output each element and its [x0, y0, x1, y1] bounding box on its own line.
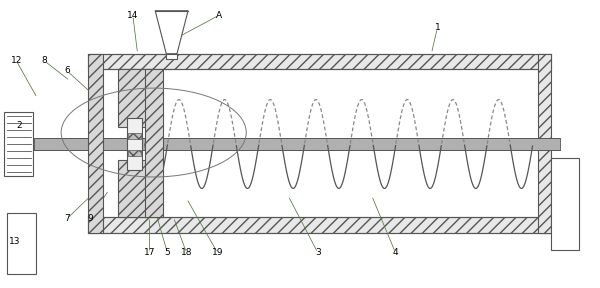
- Text: 4: 4: [393, 249, 398, 257]
- Bar: [88, 54, 551, 69]
- Bar: [88, 54, 103, 233]
- Text: 18: 18: [181, 249, 192, 257]
- Bar: [145, 69, 163, 217]
- Bar: [127, 118, 142, 170]
- Text: A: A: [217, 11, 223, 20]
- Bar: [551, 158, 580, 250]
- Text: 3: 3: [315, 249, 321, 257]
- Bar: [7, 213, 36, 274]
- Polygon shape: [155, 11, 188, 54]
- Text: 1: 1: [434, 23, 440, 33]
- Text: 14: 14: [127, 11, 139, 20]
- Text: 2: 2: [17, 121, 22, 130]
- Text: 8: 8: [41, 56, 47, 65]
- Text: 6: 6: [64, 67, 70, 75]
- Bar: [128, 150, 140, 156]
- Bar: [118, 160, 151, 217]
- Text: 19: 19: [212, 249, 223, 257]
- Bar: [4, 113, 33, 175]
- Bar: [118, 69, 151, 128]
- Text: 7: 7: [64, 214, 70, 223]
- Text: 5: 5: [164, 249, 170, 257]
- Text: 9: 9: [87, 214, 92, 223]
- Bar: [166, 54, 177, 59]
- Text: 13: 13: [9, 237, 20, 246]
- Bar: [538, 54, 551, 233]
- Bar: [34, 138, 560, 150]
- Bar: [128, 132, 140, 139]
- Text: 17: 17: [144, 249, 155, 257]
- Text: 12: 12: [11, 56, 22, 65]
- Bar: [88, 217, 551, 233]
